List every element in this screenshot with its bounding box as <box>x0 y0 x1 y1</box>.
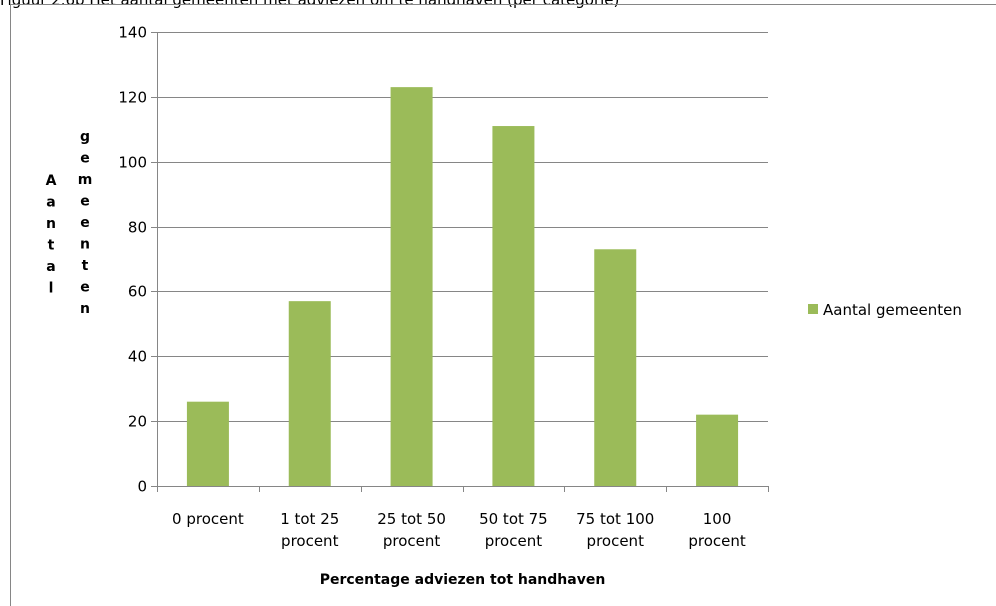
y-tick-label: 40 <box>128 348 147 366</box>
bars <box>186 87 739 487</box>
y-tick-labels: 0 20 40 60 80 100 120 140 <box>118 24 147 496</box>
legend-swatch <box>808 304 818 314</box>
y-tick-label: 100 <box>118 154 147 172</box>
bar <box>186 401 229 486</box>
x-tick-labels: 0 procent 1 tot 25 procent 25 tot 50 procent… <box>172 510 746 550</box>
bar <box>594 249 637 486</box>
bar <box>390 87 433 486</box>
y-tick-label: 20 <box>128 413 147 431</box>
gridlines <box>157 32 768 422</box>
x-tick-label: 50 tot 75 procent <box>479 510 548 550</box>
bar <box>492 126 535 487</box>
y-tick-label: 120 <box>118 89 147 107</box>
x-tick-label: 75 tot 100 procent <box>576 510 654 550</box>
x-tick-label: 1 tot 25 procent <box>280 510 339 550</box>
bar <box>696 414 739 486</box>
x-tick-label: 100 procent <box>688 510 746 550</box>
x-tick-label: 25 tot 50 procent <box>377 510 446 550</box>
y-tick-label: 140 <box>118 24 147 42</box>
chart-frame <box>10 4 996 606</box>
y-tick-label: 0 <box>137 478 147 496</box>
x-tick-label: 0 procent <box>172 510 244 528</box>
legend: Aantal gemeenten <box>808 301 962 319</box>
x-axis-title: Percentage adviezen tot handhaven <box>320 572 606 588</box>
axes <box>151 32 769 492</box>
y-tick-label: 60 <box>128 283 147 301</box>
y-tick-label: 80 <box>128 219 147 237</box>
legend-label: Aantal gemeenten <box>823 301 962 319</box>
bar <box>288 301 331 486</box>
